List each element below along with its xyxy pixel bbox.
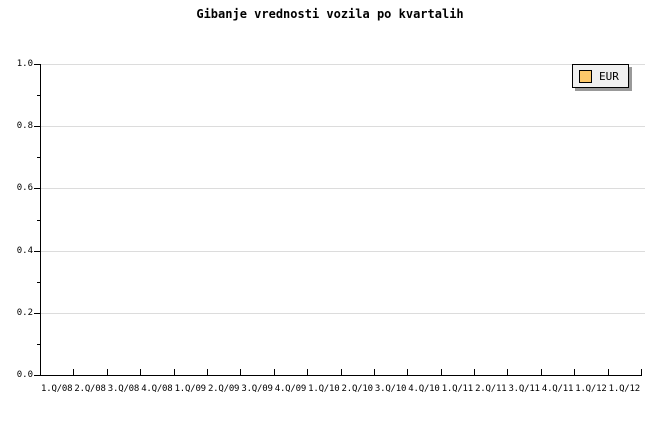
y-axis-major-tick [34,64,41,65]
x-axis-tick-label: 4.Q/08 [141,384,173,394]
y-axis-major-tick [34,375,41,376]
x-axis-tick [341,369,342,375]
y-axis-major-tick [34,251,41,252]
y-axis-minor-tick [37,220,41,221]
x-axis-tick [507,369,508,375]
x-axis-tick [574,369,575,375]
x-axis-tick [541,369,542,375]
x-axis-tick [374,369,375,375]
y-axis-major-tick [34,188,41,189]
y-axis-tick-label: 0.8 [16,121,33,131]
x-axis-tick-label: 4.Q/11 [541,384,574,394]
y-axis-minor-tick [37,282,41,283]
x-axis-tick-label: 1.Q/12 [575,384,607,394]
x-axis-tick-label: 2.Q/08 [74,384,106,394]
x-axis-tick [274,369,275,375]
x-axis-tick-label: 1.Q/12 [608,384,641,394]
x-axis-tick-label: 3.Q/11 [508,384,540,394]
legend-series-swatch [579,69,592,83]
x-axis-tick-label: 3.Q/08 [107,384,140,394]
y-axis-minor-tick [37,157,41,158]
y-axis-tick-label: 0.0 [16,370,33,380]
y-axis-minor-tick [37,95,41,96]
x-axis-tick [207,369,208,375]
x-axis-tick [608,369,609,375]
x-axis-tick-label: 2.Q/11 [475,384,507,394]
x-axis-tick [107,369,108,375]
gridline [41,64,645,65]
gridline [41,188,645,189]
legend-series-label: EUR [599,69,619,83]
x-axis-tick-label: 2.Q/10 [341,384,374,394]
plot-area [34,64,645,376]
x-axis-tick-label: 1.Q/09 [174,384,207,394]
x-axis-tick-label: 1.Q/10 [308,384,340,394]
x-axis-tick-label: 4.Q/09 [274,384,307,394]
x-axis-tick-label: 3.Q/09 [241,384,273,394]
x-axis-tick [641,369,642,375]
x-axis-tick-label: 3.Q/10 [374,384,407,394]
y-axis-major-tick [34,313,41,314]
gridline [41,251,645,252]
y-axis-tick-label: 0.2 [16,308,33,318]
legend: EUR [572,64,629,88]
x-axis-tick-label: 2.Q/09 [207,384,240,394]
x-axis-tick [240,369,241,375]
y-axis-minor-tick [37,344,41,345]
x-axis-tick-label: 1.Q/08 [41,384,73,394]
y-axis-tick-label: 0.6 [16,183,33,193]
gridline [41,126,645,127]
x-axis-tick [474,369,475,375]
x-axis-tick [140,369,141,375]
chart-title: Gibanje vrednosti vozila po kvartalih [196,7,464,21]
x-axis-tick-label: 4.Q/10 [408,384,440,394]
y-axis-tick-label: 0.4 [16,246,33,256]
x-axis-tick [407,369,408,375]
x-axis-tick-label: 1.Q/11 [441,384,474,394]
x-axis-tick [307,369,308,375]
x-axis-tick [73,369,74,375]
y-axis-tick-label: 1.0 [16,59,33,69]
x-axis-tick [174,369,175,375]
y-axis-major-tick [34,126,41,127]
gridline [41,313,645,314]
x-axis-tick [441,369,442,375]
